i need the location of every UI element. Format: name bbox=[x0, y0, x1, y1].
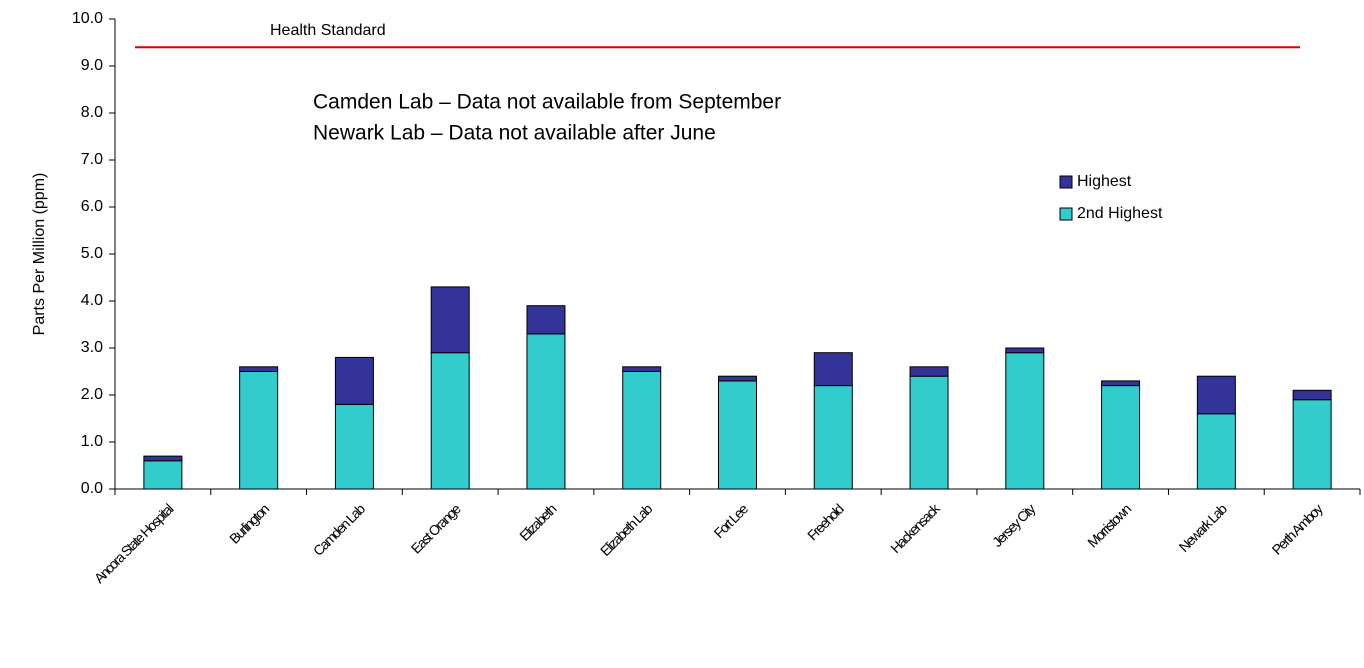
y-axis-title: Parts Per Million (ppm) bbox=[31, 173, 48, 336]
x-tick-label: Camden Lab bbox=[310, 500, 369, 559]
bar-segment bbox=[1292, 399, 1332, 490]
bar-segment bbox=[430, 286, 470, 354]
y-tick-label: 2.0 bbox=[81, 386, 103, 403]
annotation: Camden Lab – Data not available from Sep… bbox=[313, 91, 781, 114]
bar-segment bbox=[813, 385, 853, 490]
bar-segment bbox=[622, 366, 662, 372]
bar-segment bbox=[1005, 352, 1045, 490]
x-tick-label: Fort Lee bbox=[711, 500, 752, 541]
bar-segment bbox=[718, 375, 757, 382]
x-tick-label: Jersey City bbox=[989, 500, 1039, 550]
annotation: Newark Lab – Data not available after Ju… bbox=[313, 122, 716, 145]
x-tick-label: Elizabeth bbox=[516, 501, 559, 544]
x-tick-label: Burlington bbox=[226, 501, 272, 547]
reference-label: Health Standard bbox=[270, 22, 386, 39]
bar-segment bbox=[1101, 380, 1141, 387]
x-tick-label: Ancora State Hospital bbox=[91, 500, 177, 586]
bar-segment bbox=[909, 366, 949, 377]
bar-segment bbox=[143, 460, 183, 490]
legend-swatch bbox=[1059, 207, 1073, 221]
bar-segment bbox=[239, 366, 279, 372]
x-tick-label: Freehold bbox=[804, 501, 846, 543]
y-tick-label: 9.0 bbox=[81, 57, 103, 74]
legend-swatch bbox=[1059, 175, 1073, 189]
y-tick-label: 1.0 bbox=[81, 433, 103, 450]
legend-label: 2nd Highest bbox=[1077, 205, 1163, 222]
bar-segment bbox=[1196, 413, 1236, 490]
x-tick-label: Morristown bbox=[1084, 501, 1134, 551]
bar-segment bbox=[334, 403, 374, 490]
bar-segment bbox=[143, 455, 183, 462]
bar-segment bbox=[334, 356, 374, 405]
x-tick-label: Newark Lab bbox=[1176, 500, 1231, 555]
x-tick-label: East Orange bbox=[408, 500, 464, 556]
y-tick-label: 5.0 bbox=[81, 245, 103, 262]
bar-segment bbox=[526, 305, 566, 335]
legend-label: Highest bbox=[1077, 173, 1132, 190]
y-tick-label: 4.0 bbox=[81, 292, 103, 309]
bar-segment bbox=[526, 333, 566, 490]
x-tick-label: Elizabeth Lab bbox=[597, 500, 656, 559]
y-tick-label: 0.0 bbox=[81, 480, 103, 497]
bar-segment bbox=[1101, 385, 1141, 490]
bar-segment bbox=[909, 375, 949, 490]
bar-segment bbox=[1292, 389, 1332, 401]
bar-segment bbox=[239, 371, 279, 490]
bar-segment bbox=[430, 352, 470, 490]
y-tick-label: 3.0 bbox=[81, 339, 103, 356]
y-tick-label: 6.0 bbox=[81, 198, 103, 215]
x-tick-label: Hackensack bbox=[887, 500, 943, 556]
y-tick-label: 7.0 bbox=[81, 151, 103, 168]
y-tick-label: 10.0 bbox=[72, 10, 103, 27]
bar-segment bbox=[622, 371, 662, 490]
bar-segment bbox=[813, 352, 853, 387]
y-tick-label: 8.0 bbox=[81, 104, 103, 121]
bar-segment bbox=[1196, 375, 1236, 415]
x-tick-label: Perth Amboy bbox=[1269, 500, 1326, 557]
bar-segment bbox=[1005, 347, 1045, 354]
bar-segment bbox=[718, 380, 757, 490]
